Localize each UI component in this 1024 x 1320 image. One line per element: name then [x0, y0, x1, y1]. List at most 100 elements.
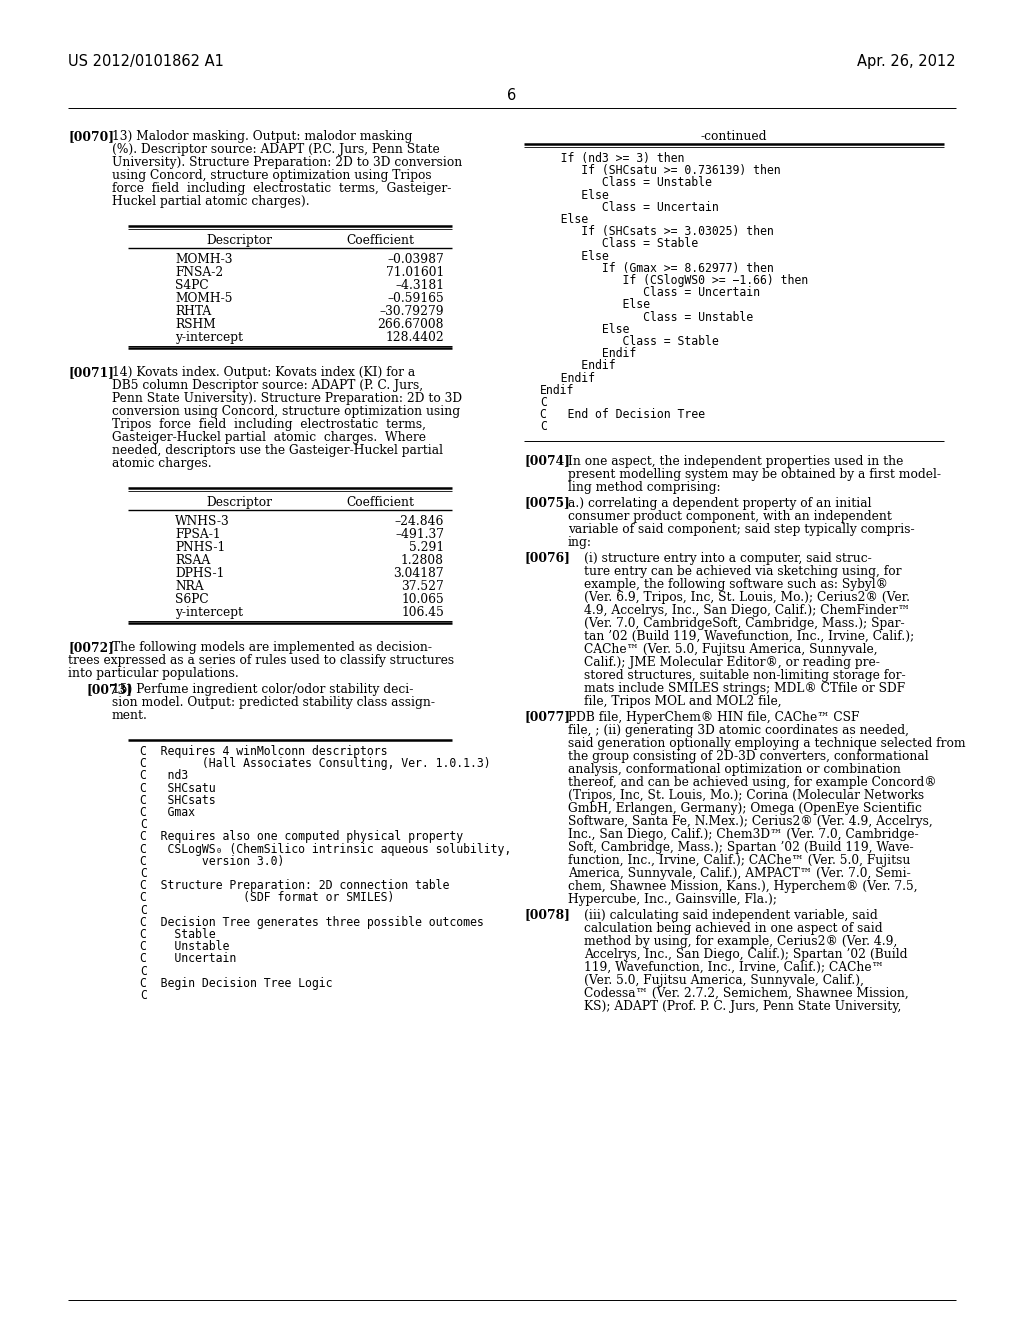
Text: C   CSLogWS₀ (ChemSilico intrinsic aqueous solubility,: C CSLogWS₀ (ChemSilico intrinsic aqueous… [140, 842, 511, 855]
Text: Else: Else [540, 249, 608, 263]
Text: C: C [540, 396, 547, 409]
Text: [0074]: [0074] [524, 454, 570, 467]
Text: C: C [140, 818, 146, 832]
Text: –4.3181: –4.3181 [395, 279, 444, 292]
Text: US 2012/0101862 A1: US 2012/0101862 A1 [68, 54, 224, 69]
Text: Huckel partial atomic charges).: Huckel partial atomic charges). [112, 195, 309, 209]
Text: force  field  including  electrostatic  terms,  Gasteiger-: force field including electrostatic term… [112, 182, 452, 195]
Text: [0077]: [0077] [524, 710, 570, 723]
Text: Endif: Endif [540, 372, 595, 384]
Text: Class = Stable: Class = Stable [540, 238, 698, 251]
Text: –24.846: –24.846 [394, 515, 444, 528]
Text: thereof, and can be achieved using, for example Concord®: thereof, and can be achieved using, for … [568, 776, 937, 788]
Text: ling method comprising:: ling method comprising: [568, 480, 721, 494]
Text: Software, Santa Fe, N.Mex.); Cerius2® (Ver. 4.9, Accelrys,: Software, Santa Fe, N.Mex.); Cerius2® (V… [568, 814, 933, 828]
Text: Class = Stable: Class = Stable [540, 335, 719, 348]
Text: PDB file, HyperChem® HIN file, CAChe™ CSF: PDB file, HyperChem® HIN file, CAChe™ CS… [568, 710, 859, 723]
Text: [0078]: [0078] [524, 908, 570, 921]
Text: FPSA-1: FPSA-1 [175, 528, 220, 541]
Text: said generation optionally employing a technique selected from: said generation optionally employing a t… [568, 737, 966, 750]
Text: CAChe™ (Ver. 5.0, Fujitsu America, Sunnyvale,: CAChe™ (Ver. 5.0, Fujitsu America, Sunny… [584, 643, 878, 656]
Text: using Concord, structure optimization using Tripos: using Concord, structure optimization us… [112, 169, 432, 182]
Text: RSAA: RSAA [175, 554, 210, 568]
Text: DPHS-1: DPHS-1 [175, 568, 224, 579]
Text: Endif: Endif [540, 347, 636, 360]
Text: (Ver. 7.0, CambridgeSoft, Cambridge, Mass.); Spar-: (Ver. 7.0, CambridgeSoft, Cambridge, Mas… [584, 616, 904, 630]
Text: S6PC: S6PC [175, 593, 209, 606]
Text: Else: Else [540, 323, 630, 335]
Text: C    Uncertain: C Uncertain [140, 953, 237, 965]
Text: Class = Unstable: Class = Unstable [540, 177, 712, 189]
Text: Coefficient: Coefficient [346, 496, 414, 510]
Text: file, ; (ii) generating 3D atomic coordinates as needed,: file, ; (ii) generating 3D atomic coordi… [568, 723, 909, 737]
Text: a.) correlating a dependent property of an initial: a.) correlating a dependent property of … [568, 496, 871, 510]
Text: file, Tripos MOL and MOL2 file,: file, Tripos MOL and MOL2 file, [584, 694, 781, 708]
Text: GmbH, Erlangen, Germany); Omega (OpenEye Scientific: GmbH, Erlangen, Germany); Omega (OpenEye… [568, 801, 922, 814]
Text: C        (Hall Associates Consulting, Ver. 1.0.1.3): C (Hall Associates Consulting, Ver. 1.0.… [140, 758, 490, 770]
Text: [0071]: [0071] [68, 366, 114, 379]
Text: sion model. Output: predicted stability class assign-: sion model. Output: predicted stability … [112, 696, 435, 709]
Text: Coefficient: Coefficient [346, 234, 414, 247]
Text: needed, descriptors use the Gasteiger-Huckel partial: needed, descriptors use the Gasteiger-Hu… [112, 444, 443, 457]
Text: example, the following software such as: Sybyl®: example, the following software such as:… [584, 578, 888, 590]
Text: NRA: NRA [175, 579, 204, 593]
Text: y-intercept: y-intercept [175, 606, 243, 619]
Text: [0076]: [0076] [524, 552, 570, 565]
Text: C   SHCsats: C SHCsats [140, 793, 216, 807]
Text: In one aspect, the independent properties used in the: In one aspect, the independent propertie… [568, 454, 903, 467]
Text: [0072]: [0072] [68, 642, 114, 653]
Text: method by using, for example, Cerius2® (Ver. 4.9,: method by using, for example, Cerius2® (… [584, 935, 897, 948]
Text: Endif: Endif [540, 384, 574, 397]
Text: calculation being achieved in one aspect of said: calculation being achieved in one aspect… [584, 921, 883, 935]
Text: (Ver. 5.0, Fujitsu America, Sunnyvale, Calif.),: (Ver. 5.0, Fujitsu America, Sunnyvale, C… [584, 974, 864, 986]
Text: C              (SDF format or SMILES): C (SDF format or SMILES) [140, 891, 394, 904]
Text: C: C [140, 989, 146, 1002]
Text: 106.45: 106.45 [401, 606, 444, 619]
Text: [0075]: [0075] [524, 496, 569, 510]
Text: DB5 column Descriptor source: ADAPT (P. C. Jurs,: DB5 column Descriptor source: ADAPT (P. … [112, 379, 423, 392]
Text: y-intercept: y-intercept [175, 331, 243, 345]
Text: Soft, Cambridge, Mass.); Spartan ’02 (Build 119, Wave-: Soft, Cambridge, Mass.); Spartan ’02 (Bu… [568, 841, 913, 854]
Text: variable of said component; said step typically compris-: variable of said component; said step ty… [568, 523, 914, 536]
Text: Descriptor: Descriptor [206, 496, 272, 510]
Text: C   SHCsatu: C SHCsatu [140, 781, 216, 795]
Text: (Tripos, Inc, St. Louis, Mo.); Corina (Molecular Networks: (Tripos, Inc, St. Louis, Mo.); Corina (M… [568, 788, 924, 801]
Text: Accelrys, Inc., San Diego, Calif.); Spartan ’02 (Build: Accelrys, Inc., San Diego, Calif.); Spar… [584, 948, 907, 961]
Text: (%). Descriptor source: ADAPT (P.C. Jurs, Penn State: (%). Descriptor source: ADAPT (P.C. Jurs… [112, 143, 439, 156]
Text: –0.59165: –0.59165 [387, 292, 444, 305]
Text: tan ’02 (Build 119, Wavefunction, Inc., Irvine, Calif.);: tan ’02 (Build 119, Wavefunction, Inc., … [584, 630, 914, 643]
Text: Else: Else [540, 213, 588, 226]
Text: [0073]: [0073] [86, 682, 132, 696]
Text: Inc., San Diego, Calif.); Chem3D™ (Ver. 7.0, Cambridge-: Inc., San Diego, Calif.); Chem3D™ (Ver. … [568, 828, 919, 841]
Text: Else: Else [540, 298, 650, 312]
Text: C   nd3: C nd3 [140, 770, 188, 783]
Text: conversion using Concord, structure optimization using: conversion using Concord, structure opti… [112, 405, 460, 418]
Text: 5.291: 5.291 [409, 541, 444, 554]
Text: –491.37: –491.37 [395, 528, 444, 541]
Text: mats include SMILES strings; MDL® CTfile or SDF: mats include SMILES strings; MDL® CTfile… [584, 681, 905, 694]
Text: 128.4402: 128.4402 [385, 331, 444, 345]
Text: 4.9, Accelrys, Inc., San Diego, Calif.); ChemFinder™: 4.9, Accelrys, Inc., San Diego, Calif.);… [584, 603, 910, 616]
Text: C: C [140, 867, 146, 880]
Text: 10.065: 10.065 [401, 593, 444, 606]
Text: Calif.); JME Molecular Editor®, or reading pre-: Calif.); JME Molecular Editor®, or readi… [584, 656, 880, 669]
Text: present modelling system may be obtained by a first model-: present modelling system may be obtained… [568, 467, 941, 480]
Text: The following models are implemented as decision-: The following models are implemented as … [112, 642, 432, 653]
Text: FNSA-2: FNSA-2 [175, 267, 223, 279]
Text: C  Begin Decision Tree Logic: C Begin Decision Tree Logic [140, 977, 333, 990]
Text: C: C [540, 420, 547, 433]
Text: Class = Unstable: Class = Unstable [540, 310, 753, 323]
Text: –0.03987: –0.03987 [387, 253, 444, 267]
Text: If (SHCsatu >= 0.736139) then: If (SHCsatu >= 0.736139) then [540, 164, 780, 177]
Text: Class = Uncertain: Class = Uncertain [540, 201, 719, 214]
Text: Class = Uncertain: Class = Uncertain [540, 286, 760, 300]
Text: MOMH-3: MOMH-3 [175, 253, 232, 267]
Text: (Ver. 6.9, Tripos, Inc, St. Louis, Mo.); Cerius2® (Ver.: (Ver. 6.9, Tripos, Inc, St. Louis, Mo.);… [584, 590, 910, 603]
Text: University). Structure Preparation: 2D to 3D conversion: University). Structure Preparation: 2D t… [112, 156, 462, 169]
Text: 266.67008: 266.67008 [378, 318, 444, 331]
Text: 6: 6 [507, 88, 517, 103]
Text: MOMH-5: MOMH-5 [175, 292, 232, 305]
Text: 37.527: 37.527 [401, 579, 444, 593]
Text: ing:: ing: [568, 536, 592, 549]
Text: (iii) calculating said independent variable, said: (iii) calculating said independent varia… [584, 908, 878, 921]
